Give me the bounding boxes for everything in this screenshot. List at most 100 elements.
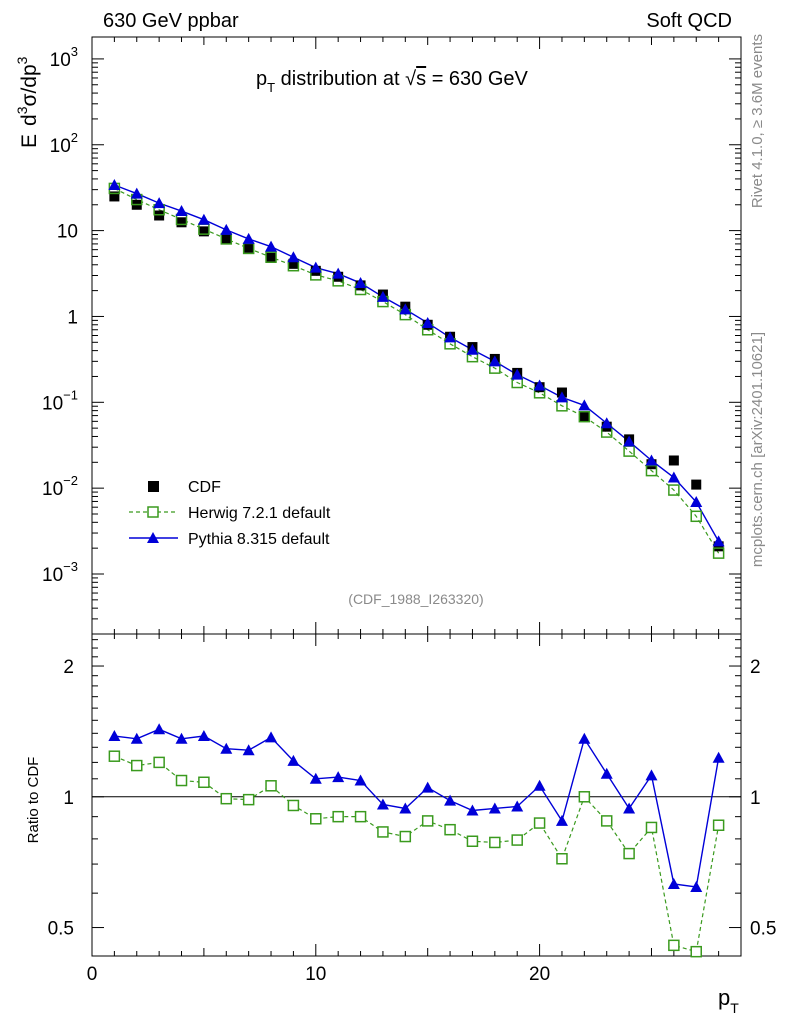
ratio-pythia-point	[712, 751, 725, 763]
ratio-herwig-point	[310, 813, 322, 825]
main-y-tick-label: 1	[67, 307, 78, 328]
ratio-pythia-point	[645, 769, 658, 781]
pythia-point	[600, 417, 613, 429]
ratio-herwig-point	[131, 759, 143, 772]
pythia-point	[399, 303, 412, 315]
ratio-pythia-point	[309, 772, 322, 784]
ratio-pythia-point	[690, 880, 703, 892]
ratio-y-tick-label-2: 2	[63, 657, 74, 678]
ratio-y-tick-label-0.5: 0.5	[48, 919, 74, 940]
x-tick-label-10: 10	[305, 964, 326, 985]
legend-cdf-marker	[148, 481, 159, 492]
mcplots-label: mcplots.cern.ch [arXiv:2401.10621]	[749, 332, 766, 567]
ratio-pythia-point	[175, 732, 188, 744]
ratio-herwig-point	[153, 756, 165, 769]
cdf-point	[668, 455, 679, 466]
main-y-tick-label: 10−2	[42, 473, 78, 500]
ratio-panel: Ratio to CDF 2 2 1 1 0.5 0.5 0 10 20 pT	[25, 633, 776, 1016]
ratio-herwig-point	[377, 826, 389, 838]
ratio-herwig-point	[198, 776, 210, 789]
ratio-herwig-point	[242, 793, 255, 806]
ratio-herwig-point	[265, 780, 277, 792]
ratio-pythia-point	[265, 731, 278, 743]
legend-herwig-marker	[147, 506, 159, 518]
ratio-herwig-point	[421, 815, 434, 827]
herwig-point	[668, 484, 680, 496]
ratio-series	[108, 723, 725, 958]
pythia-line	[114, 184, 720, 542]
herwig-point	[220, 233, 233, 245]
pythia-point	[376, 290, 389, 302]
ratio-herwig-point	[399, 830, 412, 843]
main-y-tick-label: 102	[50, 130, 78, 157]
pythia-point	[466, 343, 479, 355]
pythia-point	[511, 368, 524, 380]
herwig-point	[287, 259, 300, 272]
ratio-pythia-point	[511, 800, 524, 812]
ratio-herwig-point	[578, 791, 591, 803]
pythia-point	[309, 261, 322, 273]
ratio-pythia-point	[220, 742, 233, 754]
pythia-point	[623, 435, 636, 447]
herwig-point	[712, 547, 725, 559]
pythia-point	[578, 399, 591, 411]
herwig-point	[265, 251, 277, 263]
cdf-point	[266, 252, 277, 263]
pythia-point	[242, 232, 255, 244]
ratio-herwig-point	[466, 835, 479, 848]
ratio-pythia-point	[354, 774, 367, 786]
ratio-pythia-point	[376, 798, 389, 810]
ratio-pythia-point	[578, 732, 591, 744]
ratio-pythia-point	[153, 723, 166, 735]
herwig-line	[114, 187, 720, 554]
ratio-herwig-point	[668, 939, 680, 952]
ratio-herwig-point	[533, 817, 546, 829]
ratio-pythia-point	[197, 730, 210, 742]
ratio-pythia-point	[287, 754, 300, 766]
main-series	[108, 178, 725, 559]
pythia-point	[220, 223, 233, 235]
ratio-pythia-point	[623, 802, 636, 814]
legend-pythia-label: Pythia 8.315 default	[188, 531, 330, 548]
cdf-point	[198, 226, 209, 237]
ratio-y-tick-label-right-1: 1	[750, 788, 761, 809]
ratio-pythia-point	[533, 779, 546, 791]
cdf-point	[243, 242, 254, 253]
ratio-herwig-point	[489, 836, 501, 849]
pythia-point	[175, 205, 188, 217]
legend-herwig-label: Herwig 7.2.1 default	[188, 505, 331, 522]
main-ticks	[91, 37, 741, 635]
herwig-point	[645, 464, 658, 477]
main-title: pT distribution at √s = 630 GeV	[256, 68, 529, 95]
herwig-point	[242, 242, 255, 255]
herwig-point	[578, 410, 591, 423]
ratio-herwig-point	[690, 945, 702, 958]
cdf-point	[109, 191, 120, 202]
ratio-herwig-line	[114, 755, 720, 953]
herwig-point	[623, 445, 635, 457]
cdf-point	[221, 233, 232, 244]
ratio-y-tick-label-right-0.5: 0.5	[750, 919, 776, 940]
pythia-point	[332, 267, 345, 279]
pythia-point	[533, 379, 546, 391]
analysis-id: (CDF_1988_I263320)	[348, 591, 483, 607]
ratio-pythia-point	[130, 732, 143, 744]
herwig-point	[600, 426, 613, 438]
ratio-pythia-point	[667, 877, 680, 889]
pythia-point	[153, 197, 166, 209]
ratio-pythia-point	[108, 730, 121, 742]
legend: CDF Herwig 7.2.1 default Pythia 8.315 de…	[129, 479, 331, 548]
legend-cdf-label: CDF	[188, 479, 221, 496]
x-tick-label-20: 20	[529, 964, 550, 985]
ratio-herwig-point	[332, 810, 344, 823]
ratio-ticks	[91, 634, 741, 956]
cdf-point	[176, 217, 187, 228]
ratio-pythia-point	[242, 744, 255, 756]
pythia-point	[197, 213, 210, 225]
pythia-point	[265, 240, 278, 252]
ratio-pythia-point	[555, 814, 568, 826]
ratio-herwig-point	[623, 847, 635, 860]
pythia-point	[444, 331, 457, 343]
